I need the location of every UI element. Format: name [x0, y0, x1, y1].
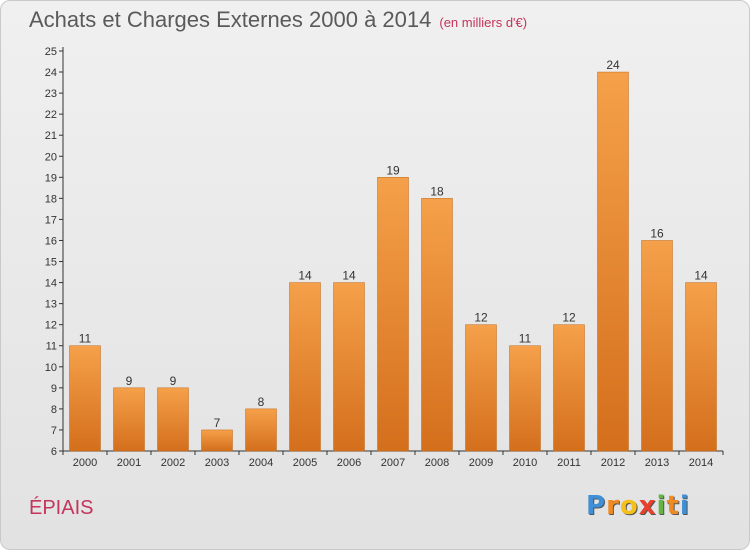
plot-area: 6 7 8 9 10 11 12 13 14 15 16 17 18 19 20 21 22 23 24 25 11 20… [45, 46, 724, 469]
y-tick-label: 22 [45, 109, 57, 121]
x-tick-label: 2007 [381, 457, 405, 469]
y-tick-label: 16 [45, 235, 57, 247]
bar-value-label: 19 [386, 163, 400, 177]
x-tick-label: 2013 [645, 457, 669, 469]
y-tick-label: 10 [45, 362, 57, 374]
x-tick-label: 2006 [337, 457, 361, 469]
y-tick-label: 20 [45, 151, 57, 163]
bar-value-label: 12 [562, 311, 576, 325]
bar [421, 198, 453, 452]
y-tick-label: 18 [45, 193, 57, 205]
bar [465, 324, 497, 452]
brand-logo: Proxiti [586, 491, 690, 521]
brand-letter: t [666, 491, 680, 521]
chart-subtitle: (en milliers d'€) [439, 15, 528, 30]
x-tick-label: 2009 [469, 457, 493, 469]
y-tick-label: 11 [46, 341, 57, 353]
place-name: ÉPIAIS [29, 497, 94, 519]
x-tick-label: 2001 [117, 457, 141, 469]
x-tick-label: 2004 [249, 457, 273, 469]
y-tick-label: 14 [45, 278, 57, 290]
bar [509, 345, 541, 452]
x-tick-label: 2000 [73, 457, 97, 469]
x-tick-label: 2002 [161, 457, 185, 469]
bar-value-label: 9 [126, 374, 133, 388]
x-tick-label: 2008 [425, 457, 449, 469]
chart-title: Achats et Charges Externes 2000 à 2014 (e… [29, 7, 527, 33]
y-tick-label: 17 [45, 214, 57, 226]
y-tick-label: 6 [51, 446, 57, 458]
x-tick-label: 2005 [293, 457, 317, 469]
x-tick-label: 2014 [689, 457, 713, 469]
bar-value-label: 14 [298, 269, 312, 283]
bar-value-label: 24 [606, 58, 620, 72]
y-tick-label: 9 [51, 383, 57, 395]
bar [377, 177, 409, 452]
bar-value-label: 12 [474, 311, 488, 325]
y-tick-label: 24 [45, 67, 57, 79]
y-tick-label: 25 [45, 46, 57, 58]
bar [333, 282, 365, 452]
bar-value-label: 9 [170, 374, 177, 388]
bar-value-label: 8 [258, 395, 265, 409]
y-tick-label: 21 [45, 130, 57, 142]
y-tick-label: 19 [45, 172, 57, 184]
bar [201, 429, 233, 452]
brand-letter: P [586, 491, 607, 521]
x-tick-label: 2012 [601, 457, 625, 469]
bar-value-label: 11 [519, 332, 532, 346]
bar-value-label: 7 [214, 416, 221, 430]
bar-value-label: 11 [79, 332, 92, 346]
bar [685, 282, 717, 452]
y-tick-label: 12 [45, 320, 57, 332]
y-tick-label: 7 [51, 425, 57, 437]
brand-letter: i [679, 491, 690, 521]
bar [113, 387, 145, 452]
bar [597, 71, 629, 452]
y-tick-label: 15 [45, 257, 57, 269]
bar [289, 282, 321, 452]
bar-value-label: 14 [694, 269, 708, 283]
bar [157, 387, 189, 452]
bar-value-label: 16 [650, 226, 664, 240]
brand-letter: r [606, 491, 620, 521]
y-tick-label: 13 [45, 299, 57, 311]
brand-letter: x [638, 491, 657, 521]
bar [245, 408, 277, 452]
chart-title-text: Achats et Charges Externes 2000 à 2014 [29, 7, 432, 32]
y-tick-label: 23 [45, 88, 57, 100]
x-tick-label: 2011 [557, 457, 581, 469]
x-tick-label: 2010 [513, 457, 537, 469]
bar-value-label: 14 [342, 269, 356, 283]
bar [641, 240, 673, 452]
brand-letter: o [619, 491, 639, 521]
brand-letter: i [656, 491, 667, 521]
bar [69, 345, 101, 452]
bar-value-label: 18 [430, 184, 444, 198]
y-tick-label: 8 [51, 404, 57, 416]
bar [553, 324, 585, 452]
x-tick-label: 2003 [205, 457, 229, 469]
